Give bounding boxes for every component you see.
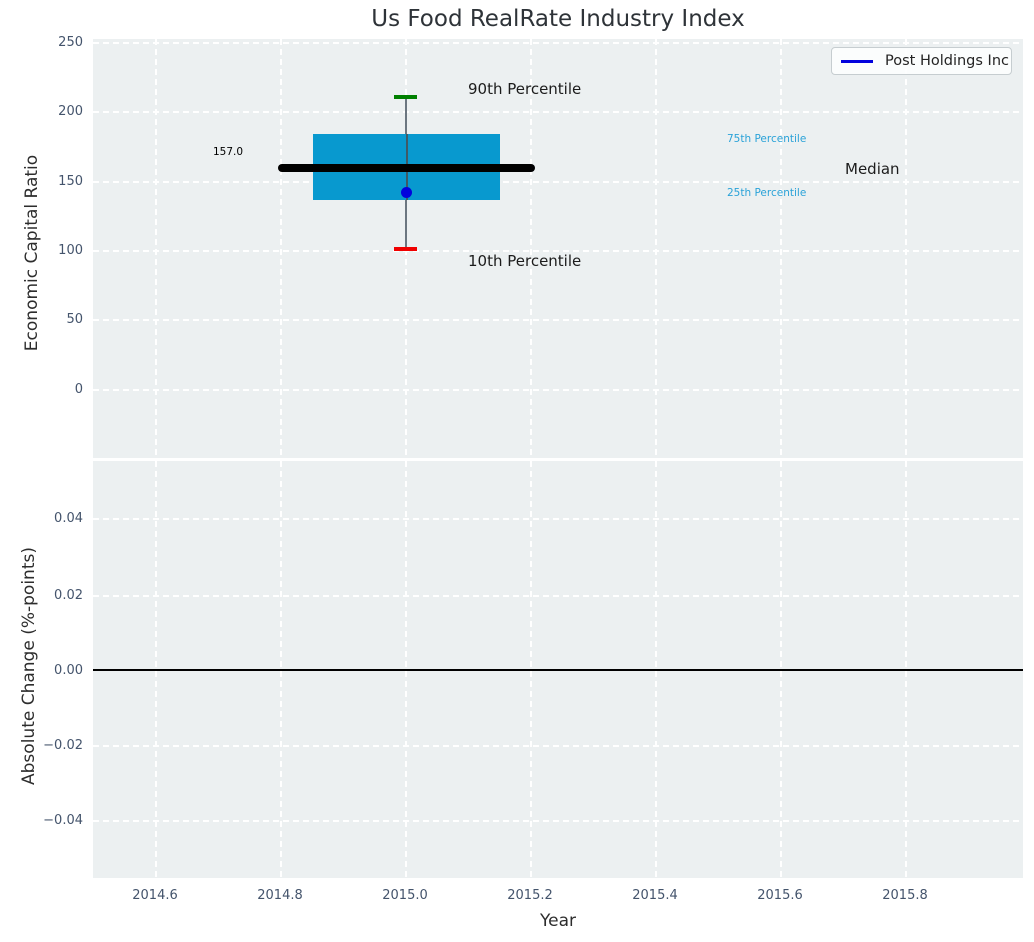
bottom-plot-area <box>93 461 1023 878</box>
gridline-horizontal <box>93 319 1023 321</box>
legend-label: Post Holdings Inc <box>885 53 1009 69</box>
gridline-horizontal <box>93 745 1023 747</box>
company-data-point <box>401 187 412 198</box>
xtick-2015.6: 2015.6 <box>757 888 803 903</box>
gridline-horizontal <box>93 595 1023 597</box>
gridline-horizontal <box>93 42 1023 44</box>
ytick-250: 250 <box>58 35 83 50</box>
boxplot-median-line <box>278 164 535 172</box>
boxplot-90th-cap <box>394 95 417 99</box>
gridline-horizontal <box>93 820 1023 822</box>
x-axis-label: Year <box>540 911 576 931</box>
ytick-neg0.04: −0.04 <box>43 813 83 828</box>
zero-baseline <box>93 669 1023 671</box>
gridline-horizontal <box>93 389 1023 391</box>
ytick-0.00: 0.00 <box>54 663 83 678</box>
boxplot-10th-cap <box>394 247 417 251</box>
ytick-0: 0 <box>74 382 83 397</box>
gridline-horizontal <box>93 518 1023 520</box>
bottom-y-axis-label: Absolute Change (%-points) <box>19 547 39 785</box>
top-y-axis-label: Economic Capital Ratio <box>22 154 42 352</box>
annotation-median-value: 157.0 <box>212 146 244 158</box>
ytick-200: 200 <box>58 104 83 119</box>
xtick-2014.6: 2014.6 <box>132 888 178 903</box>
ytick-0.04: 0.04 <box>54 511 83 526</box>
ytick-150: 150 <box>58 174 83 189</box>
gridline-horizontal <box>93 250 1023 252</box>
annotation-90th-percentile: 90th Percentile <box>468 80 582 98</box>
top-plot-area <box>93 39 1023 458</box>
gridline-vertical <box>905 39 907 458</box>
gridline-vertical <box>155 39 157 458</box>
annotation-median: Median <box>845 160 900 178</box>
page-title: Us Food RealRate Industry Index <box>371 6 745 32</box>
xtick-2015.8: 2015.8 <box>882 888 928 903</box>
xtick-2015.4: 2015.4 <box>632 888 678 903</box>
gridline-horizontal <box>93 111 1023 113</box>
ytick-100: 100 <box>58 243 83 258</box>
xtick-2015.0: 2015.0 <box>382 888 428 903</box>
ytick-neg0.02: −0.02 <box>43 738 83 753</box>
ytick-0.02: 0.02 <box>54 588 83 603</box>
xtick-2014.8: 2014.8 <box>257 888 303 903</box>
legend: Post Holdings Inc <box>831 47 1012 75</box>
annotation-10th-percentile: 10th Percentile <box>468 252 582 270</box>
annotation-25th-percentile: 25th Percentile <box>727 187 807 199</box>
annotation-75th-percentile: 75th Percentile <box>727 133 807 145</box>
gridline-vertical <box>530 39 532 458</box>
legend-line-sample <box>841 59 873 63</box>
gridline-vertical <box>780 39 782 458</box>
gridline-vertical <box>280 39 282 458</box>
gridline-horizontal <box>93 181 1023 183</box>
ytick-50: 50 <box>66 312 83 327</box>
xtick-2015.2: 2015.2 <box>507 888 553 903</box>
gridline-vertical <box>655 39 657 458</box>
